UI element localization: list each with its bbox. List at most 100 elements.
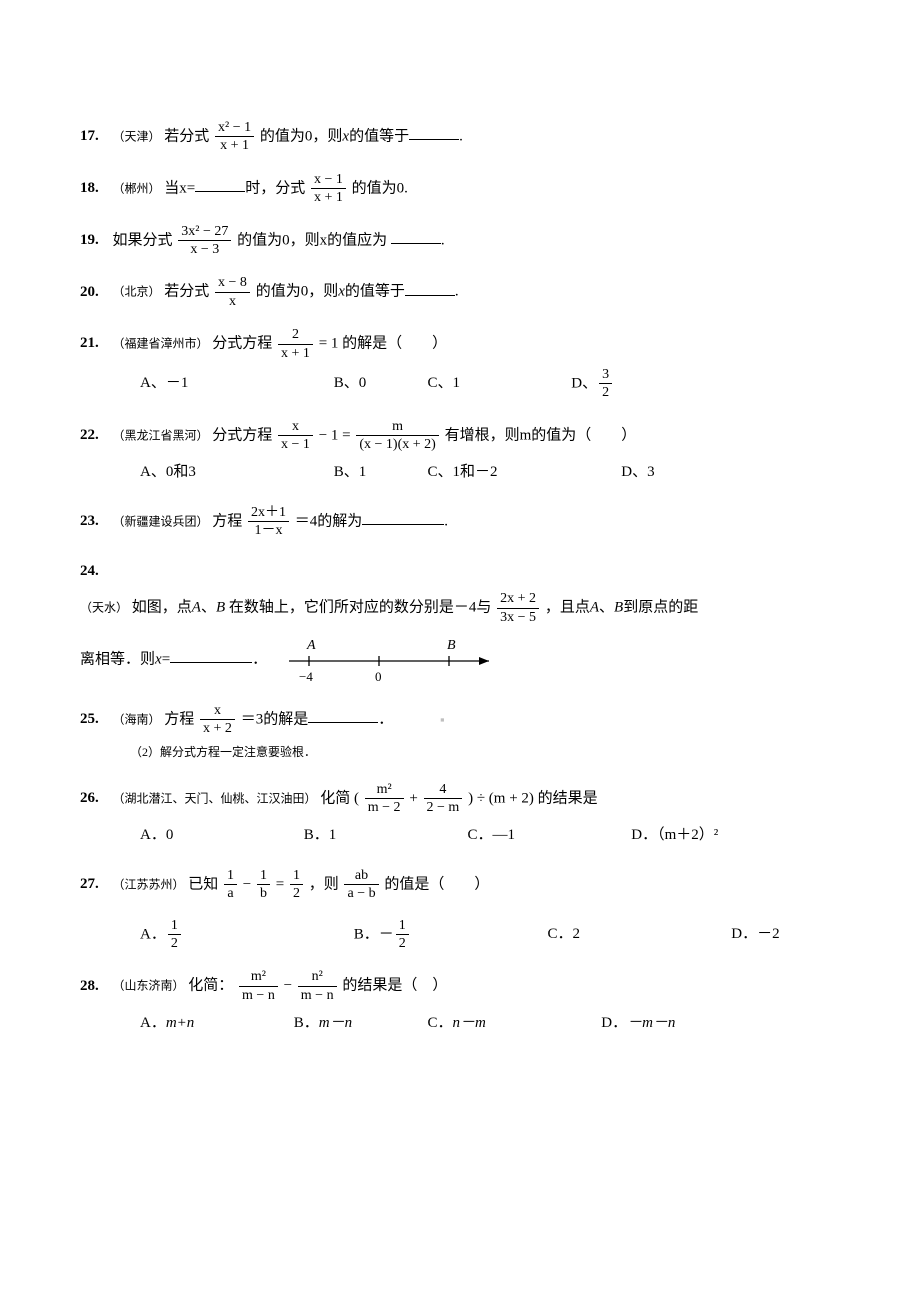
source: （湖北潜江、天门、仙桃、江汉油田） (113, 791, 317, 805)
question-28: 28. （山东济南） 化简： m²m − n − n²m − n 的结果是（ ）… (80, 969, 840, 1037)
qnum: 17. (80, 128, 99, 144)
text: . (455, 284, 459, 300)
source: （郴州） (113, 181, 161, 195)
option-c: C．—1 (468, 821, 588, 850)
option-d: D．－m－n (601, 1009, 675, 1038)
text: 到原点的距 (623, 600, 698, 616)
blank (405, 280, 455, 296)
page-marker-icon: ▪ (440, 712, 445, 728)
option-c: C、1 (428, 369, 528, 398)
var: x (338, 284, 345, 300)
option-b: B、0 (334, 369, 384, 398)
qnum: 26. (80, 790, 99, 806)
exam-page: 17. （天津） 若分式 x² − 1 x + 1 的值为0，则x的值等于. 1… (0, 0, 920, 1116)
option-a: A．m+n (140, 1009, 250, 1038)
fraction: 1b (257, 868, 270, 902)
text: 的结果是（ ） (342, 978, 447, 994)
option-d: D、32 (571, 367, 721, 401)
text: 的值为0. (352, 180, 408, 196)
var: A (590, 600, 599, 616)
fraction: 4 2 − m (424, 782, 463, 816)
text: 的值为0，则 (260, 128, 343, 144)
qnum: 18. (80, 180, 99, 196)
question-20: 20. （北京） 若分式 x − 8 x 的值为0，则x的值等于. (80, 275, 840, 309)
text: 化简 ( (320, 790, 359, 806)
options: A．0 B．1 C．—1 D．（m＋2）² (80, 821, 840, 850)
blank (391, 228, 441, 244)
options: A．m+n B．m－n C．n－m D．－m－n (80, 1009, 840, 1038)
fraction: m²m − n (239, 969, 278, 1003)
option-b: B、1 (334, 458, 384, 487)
fraction: 12 (168, 918, 181, 952)
qnum: 21. (80, 335, 99, 351)
text: ． (378, 711, 393, 727)
text: ＝4的解为 (295, 513, 363, 529)
text: + (409, 790, 421, 806)
blank (308, 707, 378, 723)
question-24: 24. （天水） 如图，点A、B 在数轴上，它们所对应的数分别是－4与 2x +… (80, 557, 840, 685)
qnum: 27. (80, 876, 99, 892)
fraction: 3x² − 27 x − 3 (178, 224, 231, 258)
fraction: x x − 1 (278, 419, 313, 453)
question-17: 17. （天津） 若分式 x² − 1 x + 1 的值为0，则x的值等于. (80, 120, 840, 154)
question-27: 27. （江苏苏州） 已知 1a − 1b = 12 ，则 aba − b 的值… (80, 868, 840, 952)
source: （新疆建设兵团） (113, 514, 209, 528)
fraction: m (x − 1)(x + 2) (356, 419, 438, 453)
numberline-diagram: A B −4 0 (279, 635, 499, 685)
option-c: C．n－m (428, 1009, 558, 1038)
var: B (614, 600, 623, 616)
source: （福建省漳州市） (113, 336, 209, 350)
source: （北京） (113, 285, 161, 299)
text: 若分式 (164, 128, 209, 144)
options: A．12 B．－12 C．2 D．－2 (80, 918, 840, 952)
text: 分式方程 (212, 335, 272, 351)
source: （天津） (113, 129, 161, 143)
option-a: A、－1 (140, 369, 290, 398)
qnum: 23. (80, 513, 99, 529)
fraction: 2x + 2 3x − 5 (497, 591, 539, 625)
source: （山东济南） (113, 979, 185, 993)
text: = 1 的解是（ ） (319, 335, 447, 351)
option-b: B．－12 (354, 918, 504, 952)
fraction: n²m − n (298, 969, 337, 1003)
option-b: B．1 (304, 821, 424, 850)
option-d: D．－2 (731, 920, 779, 949)
text: 已知 (188, 876, 222, 892)
fraction: 12 (290, 868, 303, 902)
option-d: D、3 (621, 458, 771, 487)
text: 有增根，则m的值为（ ） (445, 427, 637, 443)
question-25: 25. （海南） 方程 x x + 2 ＝3的解是． （2）解分式方程一定注意要… (80, 703, 840, 764)
var: B (216, 600, 225, 616)
text: = (162, 651, 170, 667)
blank (409, 124, 459, 140)
option-a: A、0和3 (140, 458, 290, 487)
fraction: 2x＋1 1－x (248, 505, 289, 539)
text: . (459, 128, 463, 144)
source: （黑龙江省黑河） (113, 428, 209, 442)
option-c: C、1和－2 (428, 458, 578, 487)
text: 在数轴上，它们所对应的数分别是－4与 (229, 600, 492, 616)
var: x (155, 651, 162, 667)
source: （江苏苏州） (113, 877, 185, 891)
source: （海南） (113, 712, 161, 726)
blank (170, 647, 252, 663)
fraction: aba − b (344, 868, 378, 902)
note: （2）解分式方程一定注意要验根． (80, 741, 840, 764)
qnum: 19. (80, 232, 99, 248)
text: 化简： (188, 978, 233, 994)
fraction: x x + 2 (200, 703, 235, 737)
qnum: 28. (80, 978, 99, 994)
fraction: x − 8 x (215, 275, 250, 309)
text: . (444, 513, 448, 529)
question-21: 21. （福建省漳州市） 分式方程 2 x + 1 = 1 的解是（ ） A、－… (80, 327, 840, 401)
fraction: m² m − 2 (365, 782, 404, 816)
blank (195, 176, 245, 192)
fraction: 1a (224, 868, 237, 902)
svg-text:A: A (306, 638, 316, 653)
text: 如图，点 (132, 600, 192, 616)
text: 的值为0，则x的值应为 (237, 232, 391, 248)
svg-text:−4: −4 (299, 669, 313, 684)
blank (362, 509, 444, 525)
text: 的值为0，则 (256, 284, 339, 300)
text: . (441, 232, 445, 248)
